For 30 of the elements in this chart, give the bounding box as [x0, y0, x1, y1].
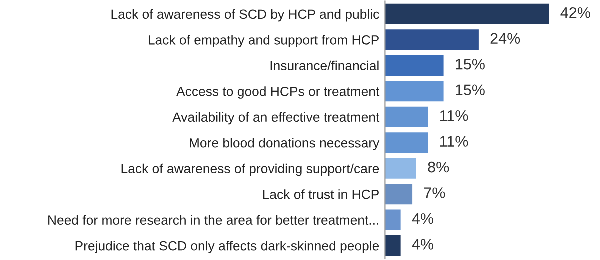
bar — [385, 106, 428, 128]
data-label: 24% — [490, 33, 520, 44]
y-tick-label: Insurance/financial — [270, 60, 379, 71]
data-label: 8% — [428, 162, 450, 173]
bar — [385, 30, 479, 50]
y-tick-label: Prejudice that SCD only affects dark-skinned people — [76, 241, 380, 254]
bar — [385, 158, 416, 179]
bar — [385, 81, 444, 102]
bar — [385, 4, 550, 24]
bar — [385, 236, 401, 256]
data-label: 11% — [440, 110, 468, 122]
data-label: 4% — [412, 239, 434, 250]
y-tick-label: Availability of an effective treatment — [172, 112, 380, 125]
data-label: 4% — [412, 213, 434, 224]
bar — [385, 184, 413, 205]
y-tick-label: Access to good HCPs or treatment — [176, 86, 380, 99]
data-label: 15% — [456, 84, 485, 96]
data-label: 11% — [440, 136, 468, 147]
y-tick-label: Need for more research in the area for better treatment... — [48, 215, 378, 225]
y-tick-label: Lack of awareness of SCD by HCP and public — [112, 9, 380, 22]
bar — [385, 55, 444, 76]
data-label: 42% — [560, 7, 590, 18]
bar — [385, 132, 428, 154]
bar — [385, 210, 401, 230]
y-tick-label: Lack of trust in HCP — [263, 190, 379, 200]
data-label: 7% — [424, 188, 446, 198]
y-tick-label: Lack of empathy and support from HCP — [148, 35, 379, 48]
data-label: 15% — [456, 59, 485, 70]
y-tick-label: More blood donations necessary — [190, 138, 380, 150]
y-tick-label: Lack of awareness of providing support/care — [122, 164, 380, 176]
